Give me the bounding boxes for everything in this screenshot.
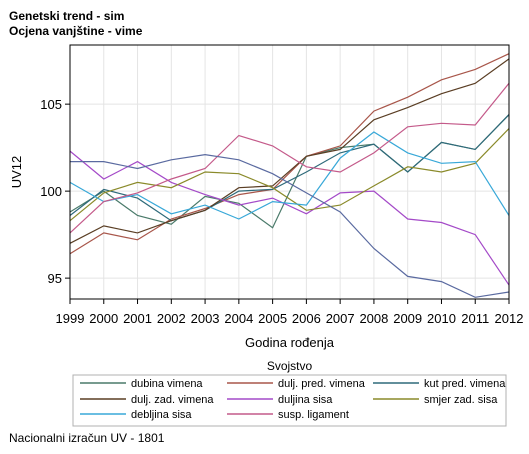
legend-label: debljina sisa	[131, 409, 192, 421]
x-tick-label: 2004	[224, 311, 253, 326]
y-tick-label: 105	[40, 97, 62, 112]
x-tick-label: 2010	[427, 311, 456, 326]
x-axis-ticks: 1999 2000 2001 2002 2003 2004 2005 2006 2007 2008…	[56, 299, 524, 326]
y-axis-label: UV12	[9, 156, 24, 189]
legend-entries: dubina vimena dulj. pred. vimena kut pred.…	[80, 378, 506, 421]
y-axis-ticks: 95 100 105	[40, 97, 70, 286]
series-line-2	[69, 114, 510, 222]
legend-title: Svojstvo	[267, 359, 313, 373]
x-tick-label: 2008	[359, 311, 388, 326]
series-lines	[69, 53, 510, 298]
x-tick-label: 2009	[393, 311, 422, 326]
legend-label: kut pred. vimena	[424, 378, 506, 390]
series-line-8	[70, 153, 510, 298]
legend-label: susp. ligament	[278, 409, 349, 421]
x-tick-label: 2007	[326, 311, 355, 326]
legend-box	[72, 374, 507, 427]
chart-title: Genetski trend - sim	[9, 9, 125, 23]
series-line-3	[69, 58, 510, 244]
series-line-4	[69, 150, 510, 286]
x-tick-label: 2003	[191, 311, 220, 326]
series-line-1	[69, 53, 510, 255]
plot-frame	[69, 44, 510, 300]
series-line-6	[69, 131, 510, 220]
legend-label: dulj. zad. vimena	[131, 394, 214, 406]
series-line-7	[69, 82, 510, 234]
x-tick-label: 2011	[461, 311, 489, 326]
legend-label: dulj. pred. vimena	[278, 378, 366, 390]
x-tick-label: 2005	[258, 311, 287, 326]
legend-label: smjer zad. sisa	[424, 394, 498, 406]
y-tick-label: 100	[40, 184, 62, 199]
series-line-5	[69, 128, 510, 222]
x-tick-label: 2001	[123, 311, 152, 326]
x-tick-label: 2006	[292, 311, 321, 326]
footer-note: Nacionalni izračun UV - 1801	[9, 431, 165, 445]
y-tick-label: 95	[48, 271, 62, 286]
x-tick-label: 2012	[495, 311, 524, 326]
x-tick-label: 2002	[157, 311, 186, 326]
x-tick-label: 1999	[56, 311, 85, 326]
x-tick-label: 2000	[89, 311, 118, 326]
legend-label: dubina vimena	[131, 378, 203, 390]
chart-subtitle: Ocjena vanjštine - vime	[9, 24, 143, 38]
legend-label: duljina sisa	[278, 394, 333, 406]
x-axis-label: Godina rođenja	[245, 335, 335, 350]
